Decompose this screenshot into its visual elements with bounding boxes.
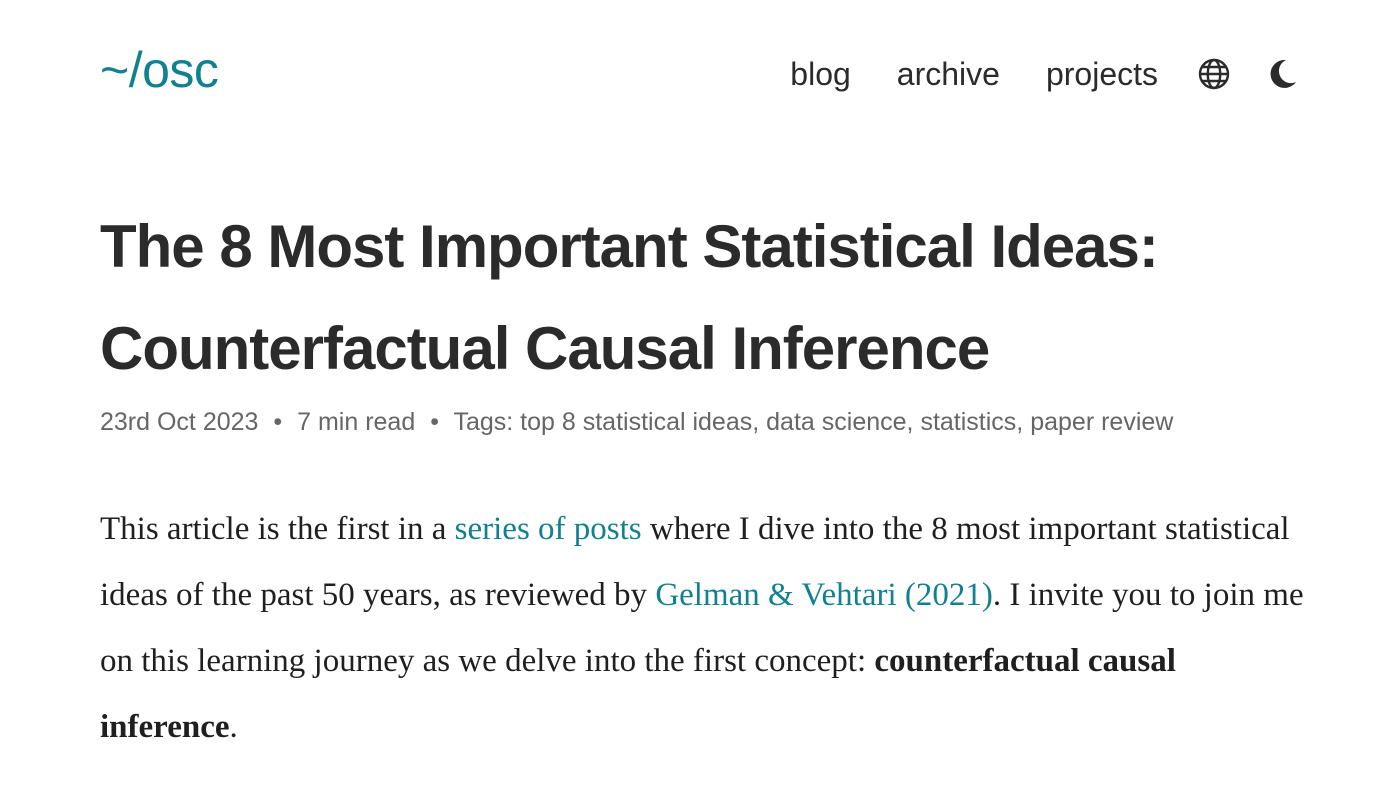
tag-link[interactable]: paper review [1030, 408, 1174, 436]
nav-archive-link[interactable]: archive [896, 56, 1000, 92]
intro-text-1: This article is the first in a [100, 511, 455, 547]
nav-projects-link[interactable]: projects [1045, 56, 1158, 92]
key-concept: counterfactual causal inference [100, 643, 1176, 745]
post-title-line-2: Counterfactual Causal Inference [100, 315, 990, 382]
moon-icon [1270, 59, 1296, 88]
tag-link[interactable]: top 8 statistical ideas [520, 408, 753, 436]
site-header: ~/osc blog archive projects [100, 38, 1300, 110]
intro-paragraph: This article is the first in a series of… [100, 496, 1310, 760]
meta-separator: • [430, 408, 439, 436]
post-meta: 23rd Oct 2023 • 7 min read • Tags: top 8… [100, 404, 1340, 440]
language-button[interactable] [1196, 56, 1232, 92]
series-of-posts-link[interactable]: series of posts [454, 511, 642, 547]
meta-separator: • [273, 408, 283, 436]
post-date: 23rd Oct 2023 [100, 408, 259, 436]
post-title: The 8 Most Important Statistical Ideas: … [100, 196, 1320, 400]
theme-toggle-button[interactable] [1264, 56, 1300, 92]
tags-label: Tags: [453, 408, 514, 436]
site-logo[interactable]: ~/osc [100, 42, 219, 98]
gelman-vehtari-link[interactable]: Gelman & Vehtari (2021) [655, 577, 993, 613]
intro-text-3: . I invite you to join me on this learni… [100, 577, 1304, 679]
post-title-line-1: The 8 Most Important Statistical Ideas: [100, 213, 1159, 280]
intro-text-4: . [229, 709, 238, 745]
nav-blog-link[interactable]: blog [790, 56, 851, 92]
main-nav: blog archive projects [790, 52, 1300, 96]
globe-icon [1198, 58, 1230, 90]
tag-link[interactable]: data science [766, 408, 907, 436]
intro-text-2: where I dive into the 8 most important s… [100, 511, 1290, 613]
tag-link[interactable]: statistics [920, 408, 1017, 436]
read-time: 7 min read [297, 408, 416, 436]
